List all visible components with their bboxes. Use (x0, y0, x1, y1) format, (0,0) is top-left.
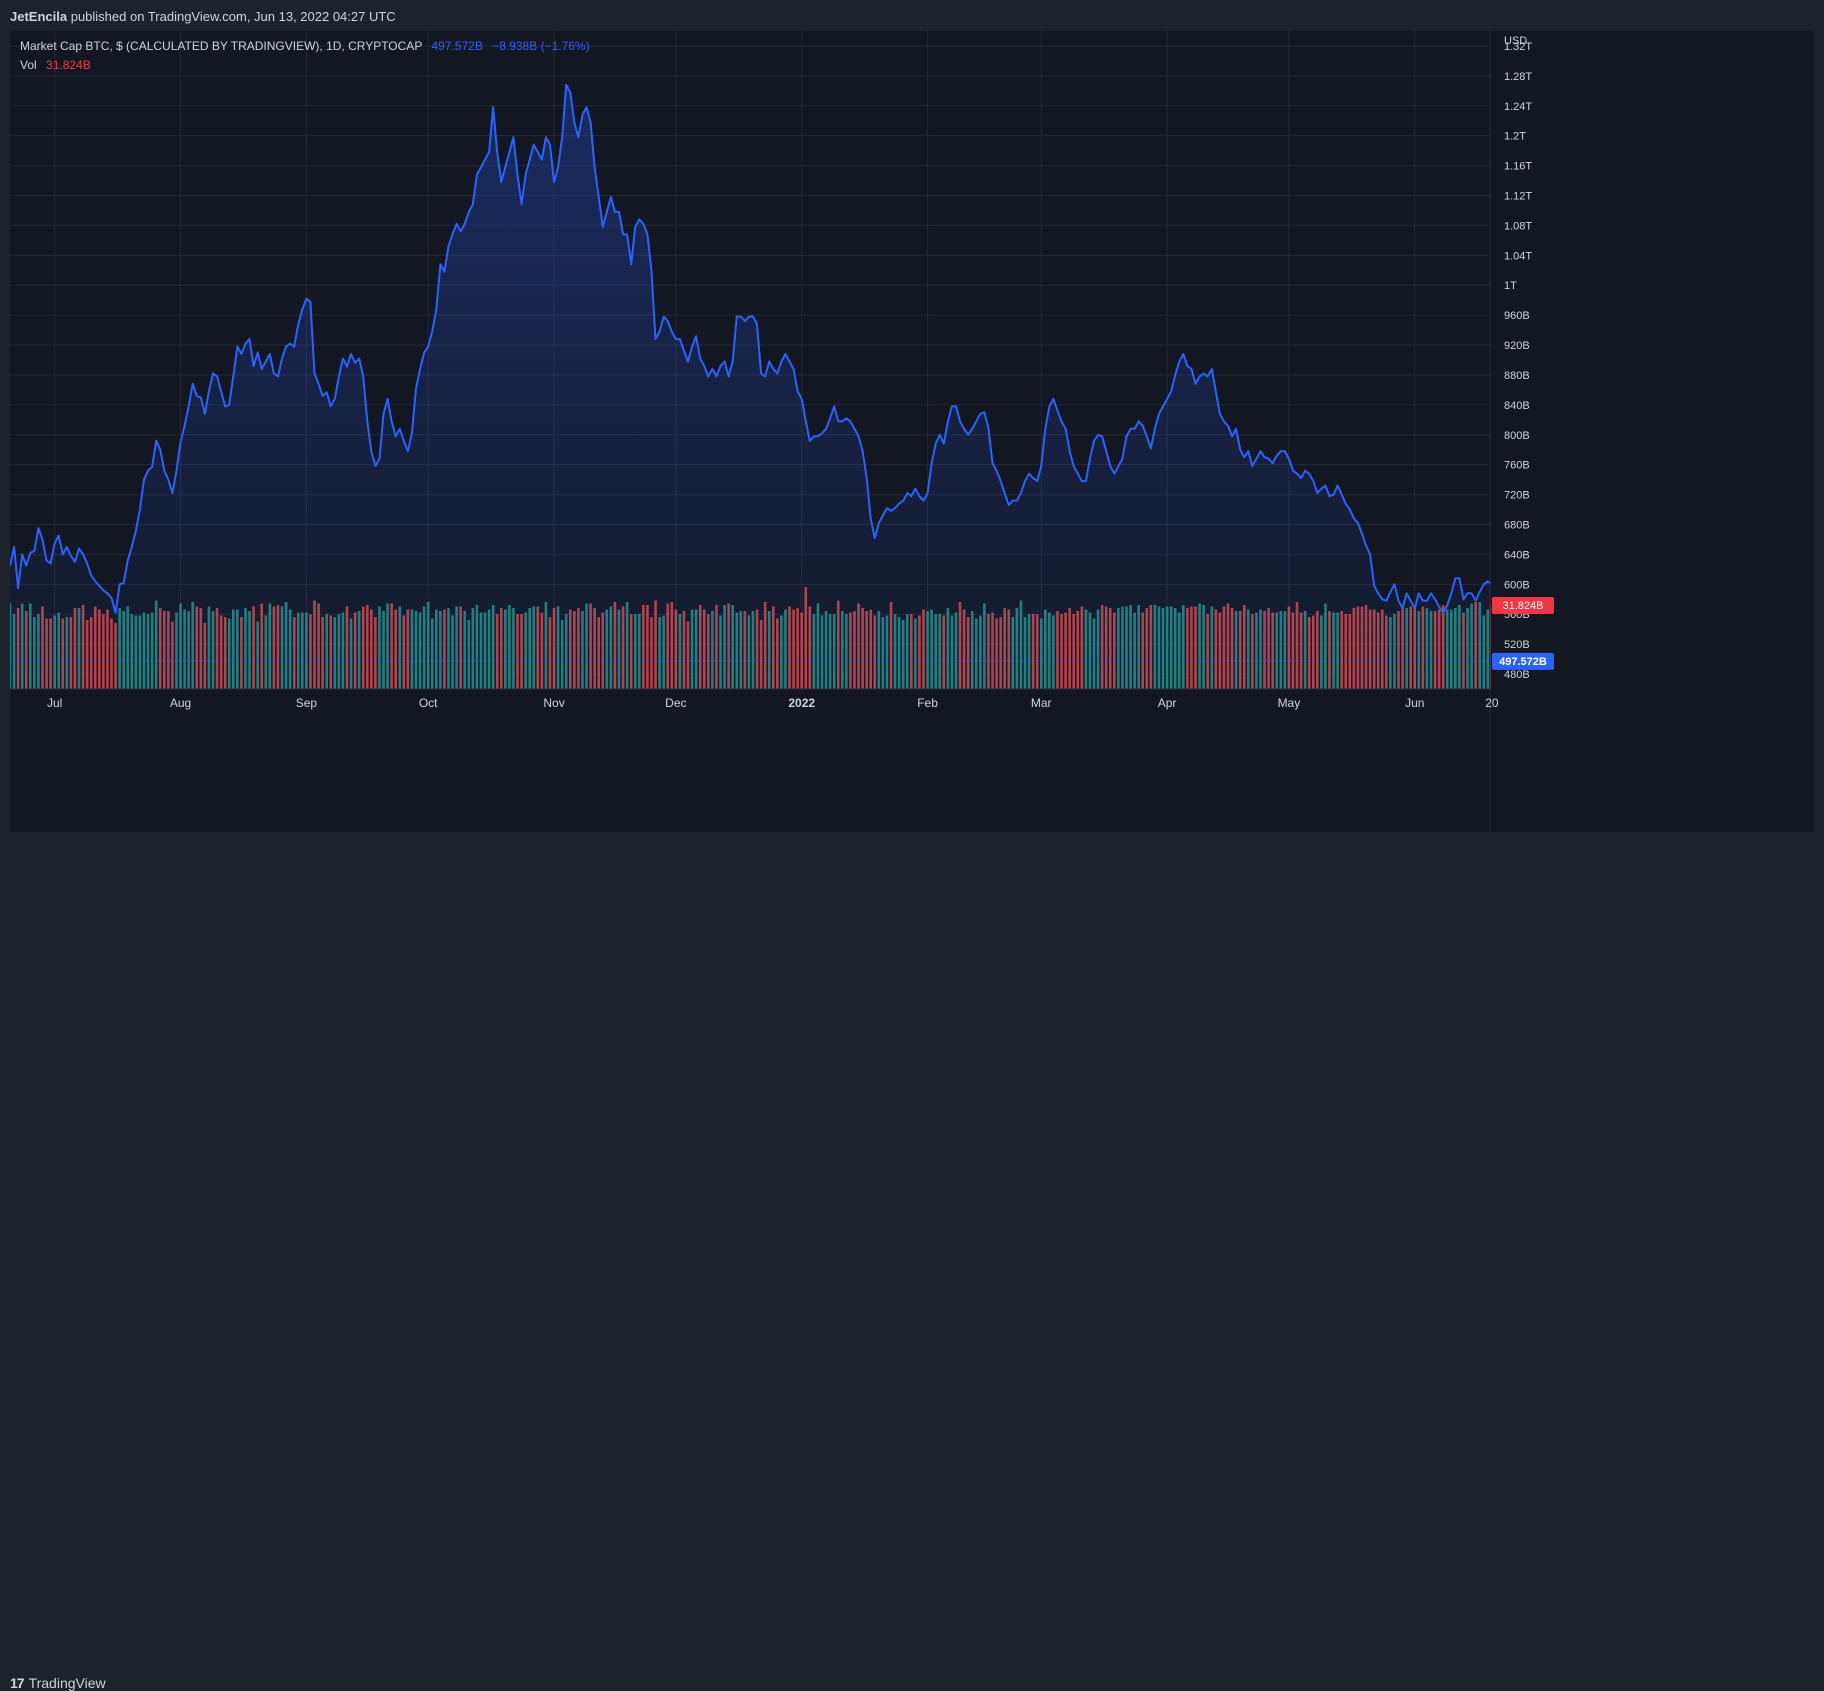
y-tick-label: 760B (1504, 460, 1530, 472)
x-tick-label: 2022 (788, 696, 815, 710)
price-axis-bg (1491, 31, 1814, 832)
symbol-title[interactable]: Market Cap BTC, $ (CALCULATED BY TRADING… (20, 39, 423, 53)
tradingview-logo-icon: 17 (10, 1675, 25, 1691)
top-bar: JetEncila published on TradingView.com, … (0, 0, 1824, 31)
x-tick-label: Dec (665, 696, 686, 710)
x-tick-label: Nov (543, 696, 564, 710)
change-value: −8.938B (−1.76%) (492, 39, 590, 53)
x-tick-label: Jul (47, 696, 62, 710)
y-tick-label: 1.28T (1504, 71, 1532, 83)
published-text: published on TradingView.com, Jun 13, 20… (70, 9, 396, 24)
x-tick-label: Apr (1158, 696, 1177, 710)
y-tick-label: 1T (1504, 280, 1517, 292)
vol-value-tag (1492, 597, 1554, 614)
y-tick-label: 840B (1504, 400, 1530, 412)
author-name[interactable]: JetEncila (10, 9, 68, 24)
brand-name: TradingView (28, 1675, 106, 1691)
y-tick-label: 1.08T (1504, 220, 1532, 232)
y-tick-label: 520B (1504, 639, 1530, 651)
symbol-legend: Market Cap BTC, $ (CALCULATED BY TRADING… (20, 39, 590, 53)
y-tick-label: 600B (1504, 579, 1530, 591)
chart-area[interactable]: USD 1.32T 1.28T 1.24T 1.2T 1.16T 1.12T 1.08T 1.0… (10, 31, 1814, 832)
tradingview-brand[interactable]: 17 TradingView (10, 1675, 106, 1691)
last-value: 497.572B (431, 39, 483, 53)
x-tick-label: Feb (917, 696, 938, 710)
y-tick-label: 920B (1504, 340, 1530, 352)
vol-label[interactable]: Vol (20, 58, 37, 72)
y-tick-label: 1.24T (1504, 101, 1532, 113)
y-tick-label: 1.12T (1504, 191, 1532, 203)
vol-tag-text: 31.824B (1503, 600, 1544, 612)
x-tick-label: Jun (1405, 696, 1424, 710)
price-value-tag (1492, 652, 1554, 670)
y-tick-label: 960B (1504, 310, 1530, 322)
y-tick-label: 1.32T (1504, 41, 1532, 53)
x-tick-label: May (1278, 696, 1301, 710)
y-tick-label: 1.04T (1504, 250, 1532, 262)
y-tick-label: 680B (1504, 520, 1530, 532)
price-area (10, 84, 1521, 690)
bottom-bar: 17 TradingView (0, 832, 1824, 1691)
x-tick-label: Oct (419, 696, 438, 710)
publish-info: JetEncila published on TradingView.com, … (10, 9, 396, 24)
vol-value: 31.824B (46, 58, 91, 72)
y-tick-label: 640B (1504, 549, 1530, 561)
time-axis-bg (10, 690, 1490, 832)
y-tick-label: 480B (1504, 669, 1530, 681)
y-tick-label: 1.2T (1504, 131, 1526, 143)
y-tick-label: 800B (1504, 430, 1530, 442)
x-tick-label: Mar (1031, 696, 1052, 710)
currency-label: USD (1504, 35, 1527, 47)
y-tick-label: 880B (1504, 370, 1530, 382)
x-tick-label: Sep (296, 696, 318, 710)
price-tag-text: 497.572B (1499, 656, 1547, 668)
volume-legend: Vol 31.824B (20, 58, 91, 72)
x-tick-label: 20 (1485, 696, 1499, 710)
y-tick-label: 1.16T (1504, 161, 1532, 173)
price-line (10, 83, 1521, 662)
x-tick-label: Aug (170, 696, 191, 710)
y-tick-label: 720B (1504, 490, 1530, 502)
